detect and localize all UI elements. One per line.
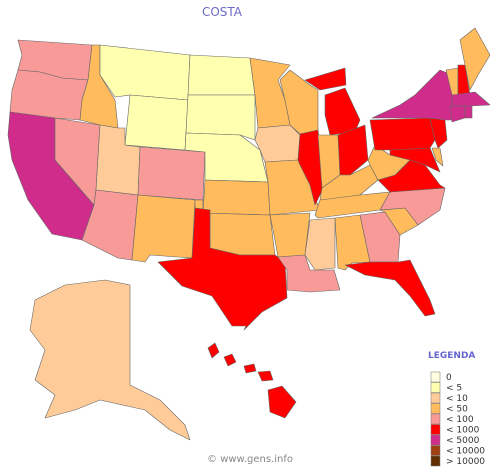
- state: [304, 67, 347, 91]
- state: [459, 27, 491, 91]
- states: [7, 27, 491, 441]
- state: [449, 105, 466, 123]
- legend-label: < 50: [446, 405, 468, 415]
- legend-swatch: [430, 424, 441, 435]
- state: [137, 146, 206, 201]
- state: [369, 117, 436, 151]
- state: [243, 363, 257, 374]
- legend-label: 0: [446, 373, 452, 383]
- state: [337, 124, 369, 176]
- legend: 0< 5< 10< 50< 100< 1000< 5000< 10000> 10…: [430, 371, 485, 467]
- legend-swatch: [430, 392, 441, 404]
- state: [269, 212, 311, 258]
- state: [304, 217, 336, 271]
- state: [185, 94, 256, 141]
- state: [371, 69, 453, 121]
- state: [131, 194, 196, 263]
- state: [257, 370, 274, 382]
- title: COSTA: [202, 5, 243, 19]
- legend-swatch: [430, 382, 441, 393]
- legend-label: < 10000: [446, 447, 485, 457]
- state: [359, 211, 401, 263]
- legend-swatch: [430, 434, 441, 446]
- legend-swatch: [430, 403, 441, 414]
- legend-label: < 5000: [446, 436, 480, 446]
- state: [324, 87, 361, 136]
- legend-label: < 100: [446, 415, 474, 425]
- state: [344, 259, 436, 317]
- state: [207, 342, 220, 359]
- state: [277, 254, 341, 293]
- state: [157, 207, 288, 331]
- legend-label: < 5: [446, 384, 462, 394]
- legend-title: LEGENDA: [428, 351, 475, 361]
- legend-label: < 1000: [446, 426, 480, 436]
- state: [187, 54, 256, 96]
- state: [431, 147, 444, 167]
- footer: © www.gens.info: [207, 454, 293, 465]
- state: [29, 279, 191, 441]
- state: [202, 179, 271, 216]
- legend-swatch: [430, 445, 441, 456]
- legend-swatch: [430, 413, 441, 425]
- legend-swatch: [430, 455, 441, 467]
- state: [451, 91, 491, 107]
- state: [124, 94, 189, 151]
- legend-label: < 10: [446, 394, 468, 404]
- legend-label: > 10000: [446, 457, 485, 467]
- legend-swatch: [430, 371, 441, 383]
- state: [223, 353, 237, 367]
- state: [99, 44, 191, 101]
- state: [464, 105, 473, 119]
- state: [267, 385, 297, 419]
